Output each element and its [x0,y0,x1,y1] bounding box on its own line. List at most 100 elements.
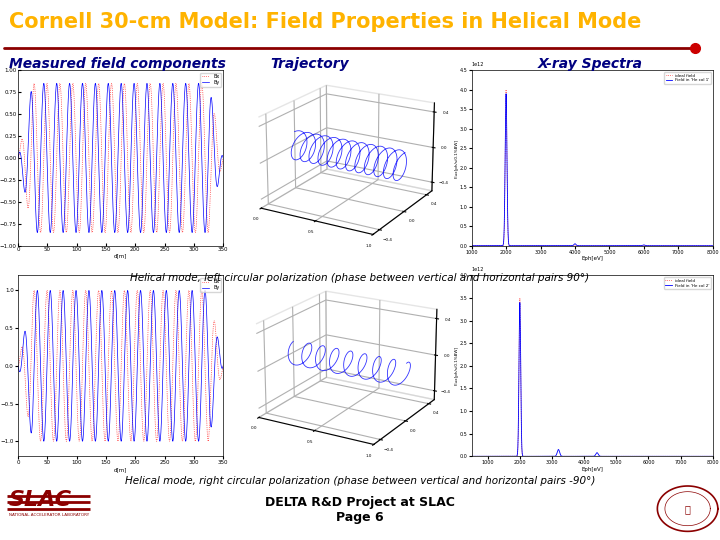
Bx [68,80,77,86]
Text: Trajectory: Trajectory [270,57,349,71]
Line: By: By [18,291,223,441]
ideal field [509,453,518,460]
Text: DELTA R&D Project at SLAC: DELTA R&D Project at SLAC [265,496,455,509]
Line: Bx: Bx [18,83,223,233]
ideal field [502,86,510,93]
Bx [219,154,228,161]
ideal field [708,453,717,460]
Bx [219,363,228,369]
ideal field [560,242,569,249]
Text: Measured field components: Measured field components [9,57,225,71]
Legend: Bx, By: Bx, By [200,278,221,292]
Line: Field in 'He col 1': Field in 'He col 1' [472,94,713,246]
Field in 'He col 1' [495,242,503,249]
Bx [14,154,22,161]
ideal field [495,242,503,249]
Line: ideal field: ideal field [472,298,713,456]
Field in 'He col 1' [704,242,713,249]
ideal field [570,242,579,249]
Bx [14,363,22,369]
By [14,154,22,161]
Legend: Bx, By: Bx, By [200,73,221,86]
Field in 'He col 2' [704,453,713,460]
Field in 'He col 1' [509,242,518,249]
By [24,134,33,141]
Field in 'He col 1' [708,242,717,249]
Bx [114,230,122,236]
Text: Page 6: Page 6 [336,511,384,524]
Text: X-ray Spectra: X-ray Spectra [538,57,643,71]
Bx [108,295,117,301]
Field in 'He col 1' [502,91,510,97]
Field in 'He col 1' [570,241,579,247]
Field in 'He col 2' [495,453,503,460]
By [53,80,61,86]
By [108,330,117,336]
By [114,360,122,366]
ideal field [708,242,717,249]
By [108,187,117,194]
X-axis label: Eph[eV]: Eph[eV] [581,467,603,472]
Bx [24,204,33,211]
By [162,230,171,236]
Bx [213,356,222,362]
Field in 'He col 1' [560,242,569,249]
Field in 'He col 2' [708,453,717,460]
By [53,438,61,444]
Bx [114,438,122,444]
ideal field [560,453,569,460]
ideal field [678,242,686,249]
Bx [178,230,186,236]
ideal field [678,453,686,460]
Field in 'He col 2' [516,299,524,306]
Bx [176,171,184,177]
Field in 'He col 2' [560,453,569,460]
ideal field [704,242,713,249]
By [162,287,171,294]
Legend: ideal field, Field in 'He col 1': ideal field, Field in 'He col 1' [665,72,711,84]
Y-axis label: Flux[ph/s/0.1%BW]: Flux[ph/s/0.1%BW] [454,138,459,178]
Text: Helical mode, left circular polarization (phase between vertical and horizontal : Helical mode, left circular polarization… [130,273,590,283]
ideal field [516,295,524,301]
Bx [68,287,77,294]
Text: SLAC: SLAC [9,490,72,510]
ideal field [495,453,503,460]
Line: By: By [18,83,223,233]
Line: Field in 'He col 2': Field in 'He col 2' [472,302,713,456]
ideal field [570,453,579,460]
By [213,334,222,340]
Field in 'He col 1' [678,242,686,249]
Bx [213,354,222,361]
Bx [176,379,184,386]
By [114,158,122,164]
Text: Cornell 30-cm Model: Field Properties in Helical Mode: Cornell 30-cm Model: Field Properties in… [9,12,641,32]
ideal field [704,453,713,460]
Text: NATIONAL ACCELERATOR LABORATORY: NATIONAL ACCELERATOR LABORATORY [9,513,89,517]
Field in 'He col 2' [509,453,518,460]
X-axis label: d[m]: d[m] [114,253,127,259]
ideal field [509,242,518,249]
Line: ideal field: ideal field [472,90,713,246]
By [213,183,222,190]
Field in 'He col 2' [467,453,476,460]
Y-axis label: Flux[ph/s/0.1%BW]: Flux[ph/s/0.1%BW] [454,346,459,386]
Field in 'He col 1' [467,242,476,249]
X-axis label: d[m]: d[m] [114,467,127,472]
By [219,363,228,369]
Text: 🌲: 🌲 [685,504,690,514]
By [219,154,228,161]
By [176,227,184,233]
Bx [108,87,117,94]
ideal field [467,242,476,249]
Legend: ideal field, Field in 'He col 2': ideal field, Field in 'He col 2' [664,278,711,289]
Field in 'He col 1' [683,242,691,249]
By [14,363,22,369]
Field in 'He col 2' [570,453,579,460]
ideal field [467,453,476,460]
Bx [213,148,222,154]
Bx [24,413,33,419]
By [176,290,184,296]
Text: Helical mode, right circular polarization (phase between vertical and horizontal: Helical mode, right circular polarizatio… [125,476,595,487]
Line: Bx: Bx [18,291,223,441]
Bx [213,146,222,153]
